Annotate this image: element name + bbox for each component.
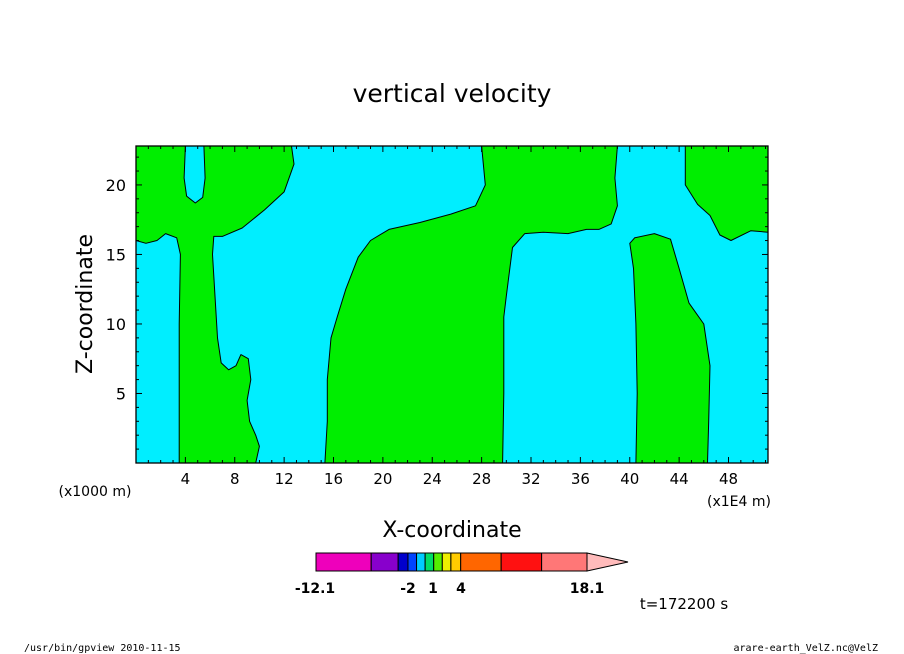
colorbar-max-triangle (586, 552, 629, 572)
y-axis-label: Z-coordinate (73, 234, 98, 374)
y-tick-label: 10 (106, 315, 126, 334)
colorbar-segment-8 (441, 552, 452, 572)
x-tick-label: 40 (620, 470, 639, 488)
colorbar-segment-10 (460, 552, 502, 572)
x-unit-left: (x1000 m) (59, 484, 132, 500)
x-unit-right: (x1E4 m) (707, 494, 771, 510)
x-tick-label: 16 (324, 470, 343, 488)
colorbar-segments (315, 552, 588, 572)
x-tick-label: 44 (670, 470, 689, 488)
colorbar-label-1: 1 (428, 581, 438, 597)
footer-left: /usr/bin/gpview 2010-11-15 (24, 643, 181, 654)
y-axis-ticks: 5 10 15 20 (106, 156, 768, 450)
colorbar-segment-6 (424, 552, 435, 572)
colorbar-segment-9 (450, 552, 462, 572)
chart-title: vertical velocity (353, 79, 552, 108)
colorbar: -12.1 -2 1 4 18.1 (295, 552, 629, 597)
colorbar-segment-3 (397, 552, 409, 572)
colorbar-segment-12 (541, 552, 588, 572)
x-tick-label: 20 (373, 470, 392, 488)
footer-right: arare-earth_VelZ.nc@VelZ (734, 643, 879, 654)
x-tick-label: 12 (275, 470, 294, 488)
colorbar-max-label: 18.1 (570, 581, 605, 597)
x-axis-ticks: 4 8 12 16 20 24 28 32 36 40 44 48 (147, 146, 767, 488)
plot-frame (135, 145, 769, 464)
colorbar-label-neg2: -2 (400, 581, 416, 597)
colorbar-segment-2 (370, 552, 399, 572)
positive-region-1 (135, 145, 295, 464)
colorbar-segment-1 (315, 552, 372, 572)
time-label: t=172200 s (640, 595, 728, 613)
y-tick-label: 15 (106, 245, 126, 264)
x-tick-label: 32 (521, 470, 540, 488)
x-tick-label: 8 (230, 470, 240, 488)
colorbar-segment-11 (500, 552, 543, 572)
positive-region-3 (629, 233, 711, 464)
colorbar-segment-4 (407, 552, 418, 572)
colorbar-min-label: -12.1 (295, 581, 335, 597)
x-tick-label: 48 (719, 470, 738, 488)
x-tick-label: 24 (423, 470, 442, 488)
colorbar-segment-5 (416, 552, 426, 572)
y-tick-label: 20 (106, 176, 126, 195)
x-tick-label: 28 (472, 470, 491, 488)
x-axis-label: X-coordinate (382, 518, 521, 543)
x-tick-label: 36 (571, 470, 590, 488)
colorbar-label-4: 4 (456, 581, 466, 597)
y-tick-label: 5 (116, 384, 126, 403)
x-tick-label: 4 (181, 470, 191, 488)
colorbar-segment-7 (433, 552, 443, 572)
